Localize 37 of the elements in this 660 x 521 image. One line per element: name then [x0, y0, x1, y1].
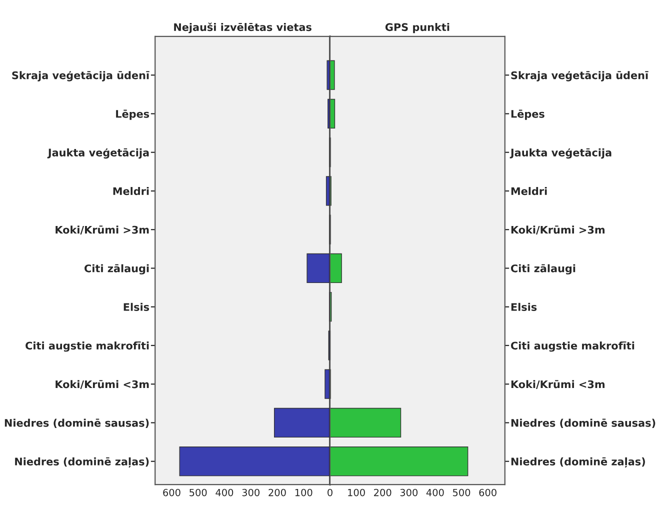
y-tick-label: Citi zālaugi [84, 264, 149, 274]
y-tick-label: Meldri [511, 187, 547, 196]
x-tick-label: 600 [479, 488, 496, 496]
y-tick-label: Koki/Krūmi >3m [56, 226, 149, 235]
y-tick-label: Koki/Krūmi <3m [56, 380, 149, 390]
y-tick-label: Lēpes [116, 110, 150, 120]
y-tick-label: Koki/Krūmi >3m [511, 226, 604, 235]
chart-title: GPS punkti [385, 23, 450, 34]
y-tick-label: Niedres (dominē zaļas) [15, 457, 149, 468]
y-tick-label: Jaukta veģetācija [510, 148, 612, 159]
y-tick-label: Meldri [113, 187, 149, 196]
chart-title: Nejauši izvēlētas vietas [174, 22, 312, 34]
y-tick-label: Citi augstie makrofīti [510, 342, 634, 352]
x-tick-label: 400 [426, 488, 444, 496]
y-tick-label: Jaukta veģetācija [47, 148, 149, 159]
y-tick-label: Skraja veģetācija ūdenī [12, 71, 150, 82]
y-tick-label: Citi zālaugi [510, 264, 576, 274]
x-tick-label: 200 [374, 488, 392, 496]
y-tick-label: Koki/Krūmi <3m [511, 380, 604, 390]
y-tick-label: Skraja veģetācija ūdenī [511, 71, 648, 82]
x-tick-label: 300 [400, 488, 418, 496]
x-tick-label: 400 [216, 488, 234, 496]
x-tick-label: 600 [163, 488, 180, 496]
y-tick-label: Lēpes [511, 110, 544, 120]
x-tick-label: 0 [328, 488, 332, 496]
y-tick-label: Niedres (dominē sausas) [511, 418, 656, 428]
x-tick-label: 500 [452, 488, 470, 496]
x-tick-label: 200 [268, 488, 286, 496]
x-tick-label: 100 [295, 488, 312, 496]
y-tick-label: Elsis [124, 302, 150, 311]
y-tick-label: Citi augstie makrofīti [26, 342, 149, 352]
y-tick-label: Niedres (dominē zaļas) [511, 457, 645, 468]
y-tick-label: Elsis [511, 302, 537, 311]
x-tick-label: 500 [190, 488, 207, 496]
x-tick-label: 100 [348, 488, 365, 496]
x-tick-label: 300 [242, 488, 260, 496]
y-tick-label: Niedres (dominē sausas) [4, 418, 149, 428]
